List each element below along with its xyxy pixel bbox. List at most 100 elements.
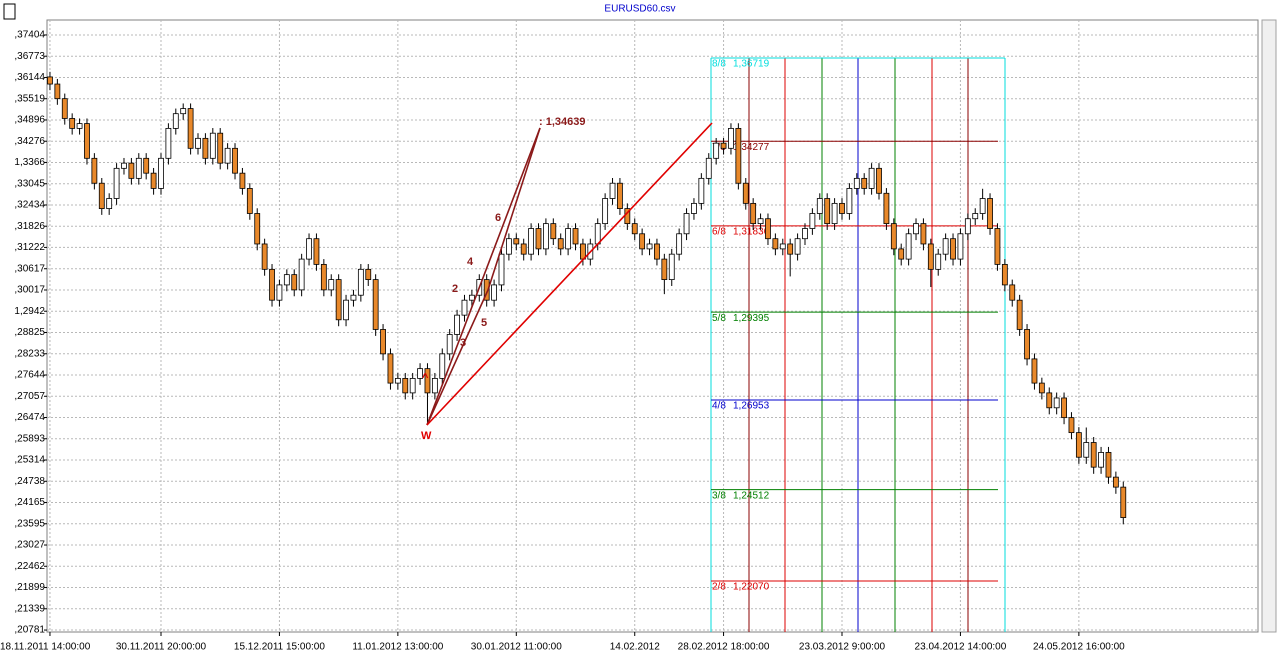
candle-body xyxy=(261,243,268,270)
candle-body xyxy=(654,243,660,260)
candle-body xyxy=(69,118,76,129)
candle-body xyxy=(276,284,283,301)
y-tick-label: ,21899 xyxy=(14,582,45,593)
wave-label: 3 xyxy=(460,337,466,349)
candle-body xyxy=(461,299,468,316)
y-tick-label: ,30017 xyxy=(14,285,45,296)
candle-body xyxy=(380,329,386,355)
y-tick-label: ,24165 xyxy=(14,497,45,508)
wave-label: 6 xyxy=(495,212,501,224)
level-value: 1,26953 xyxy=(733,401,770,412)
y-tick-label: ,31826 xyxy=(14,221,45,232)
candle-body xyxy=(328,279,335,291)
candle-body xyxy=(121,162,127,169)
candle-body xyxy=(839,202,845,214)
candle-body xyxy=(1061,397,1067,419)
candle-body xyxy=(987,198,993,229)
candle-body xyxy=(920,223,927,245)
window-icon[interactable] xyxy=(3,3,16,20)
candle-body xyxy=(431,377,438,394)
candle-body xyxy=(550,223,557,240)
candle-body xyxy=(454,314,460,335)
candle-body xyxy=(750,202,757,225)
candle-body xyxy=(1024,329,1030,360)
candle-body xyxy=(357,268,364,296)
candle-body xyxy=(631,223,638,235)
candle-body xyxy=(705,157,712,179)
candle-body xyxy=(306,238,312,260)
level-name: 5/8 xyxy=(712,313,726,324)
candle-body xyxy=(84,123,90,159)
candle-body xyxy=(831,202,838,225)
level-name: 7/8 xyxy=(712,142,726,153)
candle-body xyxy=(765,218,771,240)
y-tick-label: ,27057 xyxy=(14,391,45,402)
candle-body xyxy=(1031,358,1038,384)
candle-body xyxy=(113,167,120,199)
candle-body xyxy=(927,243,934,270)
candle-body xyxy=(683,213,690,235)
candle-body xyxy=(505,238,512,255)
candle-body xyxy=(905,233,912,260)
candle-body xyxy=(691,202,697,214)
candle-body xyxy=(483,279,490,301)
y-tick-label: ,28825 xyxy=(14,327,45,338)
candle-body xyxy=(1112,476,1119,488)
candle-body xyxy=(609,182,616,199)
candle-body xyxy=(1046,392,1053,409)
y-tick-label: ,30617 xyxy=(14,263,45,274)
pattern-mark: ^ xyxy=(422,372,429,384)
candle-body xyxy=(187,108,194,149)
candle-body xyxy=(209,132,216,159)
candle-body xyxy=(935,253,942,270)
pattern-line xyxy=(426,127,541,426)
level-value: 1,24512 xyxy=(733,490,770,501)
candle-body xyxy=(180,108,187,115)
y-tick-label: ,33045 xyxy=(14,178,45,189)
pattern-line xyxy=(426,127,541,426)
x-tick-label: 18.11.2011 14:00:00 xyxy=(0,642,91,653)
candle-body xyxy=(246,188,253,214)
candle-body xyxy=(394,377,401,384)
candle-body xyxy=(150,172,157,189)
candle-body xyxy=(942,238,949,255)
candle-body xyxy=(639,233,646,250)
candle-body xyxy=(661,258,668,280)
candle-body xyxy=(409,377,416,394)
wave-label: 4 xyxy=(467,256,474,268)
candle-body xyxy=(365,268,372,280)
candle-body xyxy=(313,238,320,265)
y-tick-label: ,31222 xyxy=(14,242,45,253)
pattern: : 1,34639 2 3 4 5 6 ^ W xyxy=(421,116,713,442)
peak-label: : 1,34639 xyxy=(539,116,585,128)
y-tick-label: ,25893 xyxy=(14,433,45,444)
candle-body xyxy=(1016,299,1023,330)
candle-body xyxy=(320,263,327,291)
candle-body xyxy=(898,248,905,260)
candle-body xyxy=(61,98,68,119)
candle-body xyxy=(165,127,172,159)
candle-body xyxy=(816,198,823,214)
x-tick-label: 23.03.2012 9:00:00 xyxy=(799,642,886,653)
y-tick-label: ,22462 xyxy=(14,561,45,572)
candle-body xyxy=(513,238,520,245)
candle-body xyxy=(47,76,53,85)
level-name: 4/8 xyxy=(712,401,726,412)
candle-body xyxy=(1090,442,1097,468)
candle-body xyxy=(972,213,979,220)
time-lines xyxy=(710,58,1006,632)
candle-body xyxy=(254,213,261,245)
scrollbar[interactable] xyxy=(1261,19,1277,633)
x-tick-label: 11.01.2012 13:00:00 xyxy=(352,642,443,653)
candle-body xyxy=(964,218,971,235)
candle-body xyxy=(1038,382,1045,394)
levels: 8/8 1,36719 7/8 1,34277 6/8 1,31836 5/8 1,29395… xyxy=(711,57,1005,593)
level-name: 8/8 xyxy=(712,59,726,70)
candle-body xyxy=(195,137,201,149)
candle-body xyxy=(135,157,142,179)
y-tick-label: ,20781 xyxy=(14,625,45,636)
candle-body xyxy=(291,274,298,291)
candle-body xyxy=(143,157,150,174)
y-tick-label: ,35519 xyxy=(14,93,45,104)
